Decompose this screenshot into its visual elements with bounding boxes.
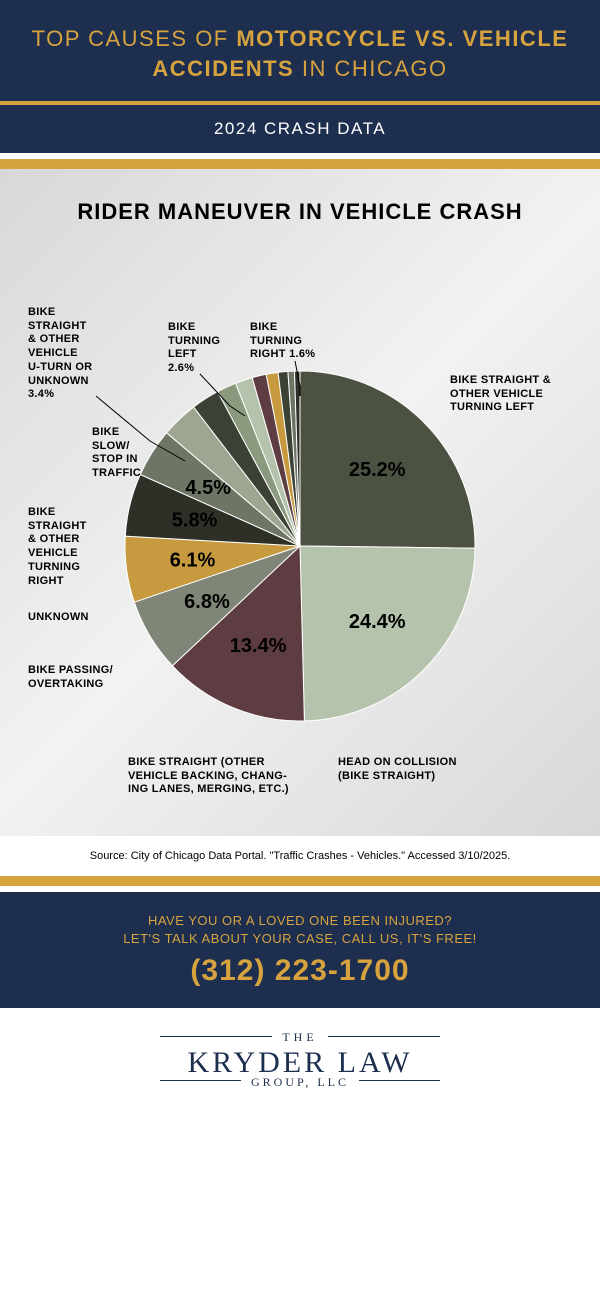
pie-pct-label: 13.4% [230, 635, 287, 657]
source-citation: Source: City of Chicago Data Portal. "Tr… [0, 836, 600, 876]
page-title: TOP CAUSES OF MOTORCYCLE VS. VEHICLE ACC… [30, 24, 570, 83]
logo-the: THE [272, 1030, 327, 1045]
pie-pct-label: 6.8% [184, 591, 230, 613]
pie-pct-label: 25.2% [349, 459, 406, 481]
logo: THE KRYDER LAW GROUP, LLC [0, 1008, 600, 1129]
pie-external-label: BIKETURNINGRIGHT 1.6% [250, 321, 340, 362]
subheader: 2024 CRASH DATA [0, 105, 600, 153]
pie-pct-label: 5.8% [172, 509, 218, 531]
pie-external-label: UNKNOWN [28, 611, 118, 625]
header: TOP CAUSES OF MOTORCYCLE VS. VEHICLE ACC… [0, 0, 600, 101]
cta-section: HAVE YOU OR A LOVED ONE BEEN INJURED? LE… [0, 892, 600, 1008]
cta-line1: HAVE YOU OR A LOVED ONE BEEN INJURED? [20, 912, 580, 930]
cta-phone[interactable]: (312) 223-1700 [20, 954, 580, 988]
cta-line2: LET'S TALK ABOUT YOUR CASE, CALL US, IT'… [20, 930, 580, 948]
pie-external-label: BIKE STRAIGHT &OTHER VEHICLETURNING LEFT [450, 374, 580, 415]
pie-external-label: BIKESTRAIGHT& OTHERVEHICLETURNINGRIGHT [28, 506, 108, 589]
chart-title: RIDER MANEUVER IN VEHICLE CRASH [20, 199, 580, 225]
divider [0, 876, 600, 886]
pie-external-label: BIKE STRAIGHT (OTHERVEHICLE BACKING, CHA… [128, 756, 328, 797]
pie-external-label: HEAD ON COLLISION(BIKE STRAIGHT) [338, 756, 498, 784]
pie-external-label: BIKESTRAIGHT& OTHERVEHICLEU-TURN ORUNKNO… [28, 306, 118, 402]
pie-pct-label: 24.4% [349, 611, 406, 633]
chart-container: 25.2%24.4%13.4%6.8%6.1%5.8%4.5% BIKE STR… [20, 246, 580, 816]
logo-group: GROUP, LLC [241, 1075, 359, 1090]
chart-section: RIDER MANEUVER IN VEHICLE CRASH 25.2% 24.… [0, 169, 600, 835]
title-post: IN CHICAGO [294, 56, 447, 81]
pie-external-label: BIKE PASSING/OVERTAKING [28, 664, 128, 692]
divider [0, 159, 600, 169]
pie-slice [300, 546, 475, 721]
subheader-text: 2024 CRASH DATA [14, 119, 586, 139]
pie-external-label: BIKESLOW/STOP INTRAFFIC [92, 426, 162, 481]
title-pre: TOP CAUSES OF [32, 26, 237, 51]
pie-external-label: BIKETURNINGLEFT2.6% [168, 321, 238, 376]
pie-pct-label: 6.1% [170, 549, 216, 571]
